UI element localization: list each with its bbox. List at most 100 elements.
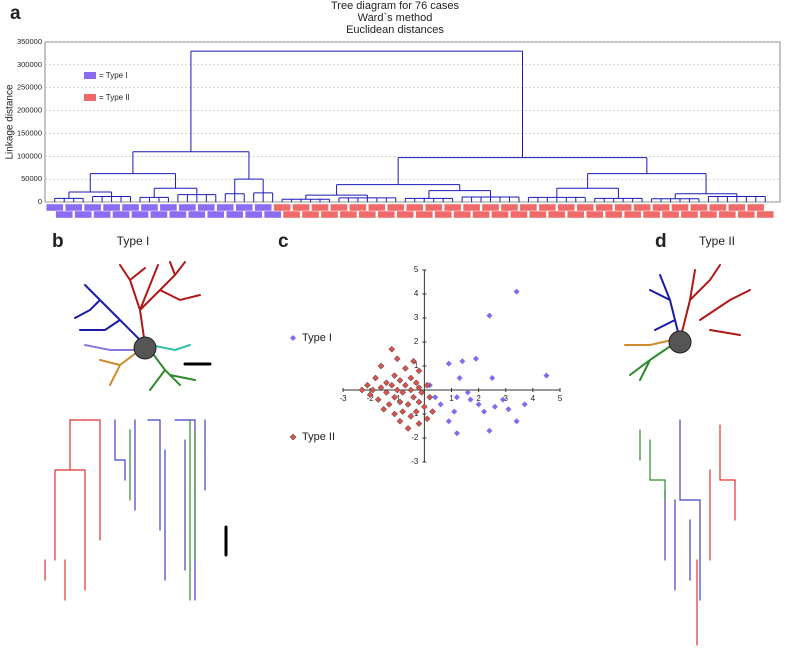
leaf-label-box bbox=[548, 210, 566, 219]
point bbox=[399, 408, 407, 415]
panel-label: a bbox=[10, 3, 21, 24]
x-tick-label: -2 bbox=[367, 394, 375, 403]
y-tick-label: 1 bbox=[414, 361, 419, 370]
leaf-label-box bbox=[244, 210, 263, 219]
legend-label: Type II bbox=[302, 431, 335, 443]
leaf-label-box bbox=[102, 203, 121, 212]
point bbox=[377, 362, 385, 370]
leaf-label-box bbox=[358, 210, 377, 219]
point bbox=[393, 355, 401, 363]
y-tick-label: -3 bbox=[411, 457, 419, 466]
y-tick-label: 250000 bbox=[17, 83, 42, 92]
leaf-label-box bbox=[150, 210, 168, 219]
point bbox=[358, 386, 366, 394]
y-tick-label: 50000 bbox=[21, 174, 42, 183]
point bbox=[412, 379, 420, 387]
leaf-label-box bbox=[481, 203, 500, 212]
point bbox=[377, 384, 385, 391]
legend-swatch bbox=[84, 72, 96, 79]
y-tick-label: 200000 bbox=[17, 106, 42, 115]
point bbox=[486, 427, 493, 434]
point bbox=[391, 410, 398, 418]
y-tick-label: -2 bbox=[411, 433, 419, 442]
point bbox=[383, 389, 390, 396]
point bbox=[421, 403, 428, 411]
point bbox=[489, 375, 496, 381]
leaf-label-box bbox=[207, 210, 225, 219]
chart-title: Ward`s method bbox=[358, 12, 433, 24]
point bbox=[402, 381, 409, 389]
leaf-label-box bbox=[159, 203, 178, 212]
leaf-label-box bbox=[320, 210, 339, 219]
leaf-label-box bbox=[368, 203, 386, 212]
leaf-label-box bbox=[131, 210, 149, 219]
point bbox=[521, 401, 528, 408]
point bbox=[388, 381, 396, 389]
y-tick-label: 350000 bbox=[17, 37, 42, 46]
point bbox=[415, 367, 423, 375]
point bbox=[505, 406, 512, 413]
point bbox=[423, 415, 431, 423]
leaf-label-box bbox=[614, 203, 632, 212]
point bbox=[423, 381, 431, 389]
point bbox=[513, 288, 520, 295]
leaf-label-box bbox=[747, 203, 765, 212]
leaf-label-box bbox=[557, 203, 576, 212]
plot-frame bbox=[44, 41, 781, 203]
y-tick-label: 5 bbox=[414, 265, 419, 274]
neuron-drawing bbox=[44, 261, 228, 601]
leaf-label-box bbox=[604, 210, 623, 219]
leaf-label-box bbox=[699, 210, 718, 219]
point bbox=[369, 386, 377, 394]
chart-title: Euclidean distances bbox=[346, 24, 444, 36]
point bbox=[418, 389, 426, 396]
point bbox=[399, 389, 407, 396]
legend-label: = Type II bbox=[99, 93, 130, 102]
leaf-label-box bbox=[538, 203, 557, 212]
y-tick-label: 300000 bbox=[17, 60, 42, 69]
point bbox=[464, 389, 471, 396]
point bbox=[393, 386, 401, 394]
point bbox=[426, 393, 434, 401]
leaf-label-box bbox=[652, 203, 670, 212]
point bbox=[372, 374, 379, 382]
panel-label: d bbox=[655, 231, 667, 252]
leaf-label-box bbox=[330, 203, 348, 212]
leaf-label-box bbox=[633, 203, 651, 212]
point bbox=[445, 418, 452, 425]
leaf-label-box bbox=[642, 210, 661, 219]
leaf-label-box bbox=[728, 203, 746, 212]
leaf-label-box bbox=[661, 210, 680, 219]
leaf-label-box bbox=[709, 203, 727, 212]
leaf-label-box bbox=[349, 203, 367, 212]
point bbox=[404, 425, 412, 432]
leaf-label-box bbox=[595, 203, 613, 212]
leaf-label-box bbox=[263, 210, 282, 219]
leaf-label-box bbox=[112, 210, 130, 219]
point bbox=[412, 408, 420, 415]
leaf-label-box bbox=[83, 203, 102, 212]
x-tick-label: 5 bbox=[558, 394, 563, 403]
leaf-label-box bbox=[121, 203, 140, 212]
leaf-label-box bbox=[216, 203, 234, 212]
point bbox=[396, 417, 404, 425]
point bbox=[407, 374, 415, 382]
point bbox=[410, 393, 417, 401]
point bbox=[481, 408, 488, 415]
leaf-label-box bbox=[396, 210, 414, 219]
leaf-label-box bbox=[387, 203, 405, 212]
panel-label: b bbox=[52, 231, 64, 252]
y-tick-label: 4 bbox=[414, 289, 419, 298]
leaf-label-box bbox=[756, 210, 774, 219]
neuron-title: Type I bbox=[117, 234, 150, 248]
point bbox=[407, 413, 415, 420]
leaf-label-box bbox=[197, 203, 216, 212]
point bbox=[396, 377, 404, 384]
leaf-label-box bbox=[623, 210, 642, 219]
leaf-label-box bbox=[55, 210, 73, 219]
leaf-label-box bbox=[292, 203, 310, 212]
leaf-label-box bbox=[93, 210, 111, 219]
neuron-title: Type II bbox=[699, 234, 735, 248]
y-tick-label: 0 bbox=[38, 197, 42, 206]
